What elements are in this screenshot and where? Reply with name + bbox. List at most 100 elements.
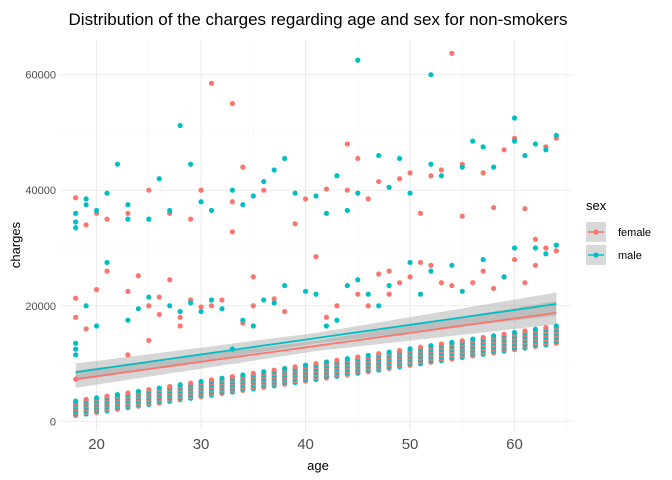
data-point-female	[167, 277, 173, 283]
data-point-male	[480, 256, 486, 263]
data-point-female	[261, 187, 267, 193]
data-point-female	[396, 280, 403, 286]
data-point-male	[198, 199, 204, 205]
data-point-female	[344, 141, 350, 147]
data-point-male	[449, 262, 455, 268]
data-point-female	[532, 236, 539, 242]
data-point	[355, 354, 361, 360]
data-point-male	[334, 317, 340, 323]
data-point-male	[386, 184, 392, 190]
data-point-female	[459, 213, 465, 219]
data-point-female	[376, 271, 382, 277]
data-point-female	[302, 196, 309, 202]
data-point-male	[177, 308, 183, 315]
data-point-male	[344, 207, 350, 214]
data-point	[188, 380, 194, 386]
data-point-male	[177, 122, 183, 129]
data-point-female	[125, 210, 131, 216]
legend-key-male	[586, 245, 606, 265]
data-point-female	[219, 297, 225, 303]
data-point-male	[240, 317, 246, 323]
data-point-female	[428, 173, 434, 179]
data-point	[292, 364, 298, 370]
data-point-male	[553, 242, 559, 248]
data-point-female	[125, 288, 131, 294]
data-point-male	[83, 303, 89, 309]
data-point-male	[334, 173, 340, 179]
data-point-female	[208, 303, 215, 309]
data-point	[261, 369, 267, 375]
data-point-male	[73, 340, 79, 346]
data-point	[250, 370, 256, 376]
data-point-female	[198, 304, 204, 310]
data-point-female	[73, 295, 79, 301]
data-point-male	[365, 291, 371, 297]
y-tick-label: 0	[50, 416, 56, 428]
data-point	[396, 347, 403, 354]
data-point	[177, 382, 183, 388]
data-point-female	[146, 337, 152, 344]
data-point-female	[229, 199, 236, 205]
data-point	[156, 385, 162, 391]
data-point	[553, 323, 559, 329]
data-point-male	[355, 190, 361, 196]
data-point-male	[73, 210, 79, 216]
data-point	[146, 387, 152, 393]
data-point-female	[229, 229, 236, 235]
data-point-male	[386, 282, 392, 289]
data-point-female	[83, 326, 89, 332]
x-axis-title: age	[307, 458, 329, 473]
data-point-male	[480, 144, 486, 150]
data-point	[302, 362, 309, 368]
data-point	[501, 331, 507, 337]
data-point-female	[198, 187, 204, 193]
data-point	[491, 333, 497, 339]
data-point-female	[491, 285, 497, 292]
data-point-male	[522, 152, 528, 159]
data-point-female	[125, 352, 131, 358]
data-point-male	[376, 152, 382, 159]
data-point	[313, 360, 319, 367]
data-point-female	[491, 204, 497, 211]
data-point-female	[438, 167, 444, 173]
data-point-female	[73, 314, 79, 320]
data-point-male	[282, 155, 288, 162]
data-point-female	[83, 222, 89, 228]
data-point	[282, 365, 288, 372]
data-point-female	[376, 178, 382, 185]
data-point-male	[323, 210, 330, 216]
data-point-male	[188, 300, 194, 306]
data-point-male	[417, 291, 424, 297]
data-point-male	[73, 219, 79, 225]
data-point-male	[188, 161, 194, 167]
data-point-male	[261, 297, 267, 303]
data-point-female	[271, 296, 277, 302]
data-point	[93, 395, 100, 401]
data-point	[543, 325, 549, 331]
data-point-male	[146, 294, 152, 300]
data-point	[532, 326, 539, 332]
confidence-band-female	[75, 301, 557, 388]
data-point-male	[208, 207, 215, 214]
data-point-male	[250, 193, 256, 199]
data-point-male	[501, 274, 507, 280]
data-point-male	[250, 323, 256, 329]
data-point	[167, 383, 173, 390]
data-point-female	[386, 268, 392, 274]
data-point	[73, 398, 79, 404]
x-tick-label: 60	[506, 436, 523, 453]
data-point-male	[396, 155, 403, 162]
x-tick-label: 50	[402, 436, 419, 453]
data-point	[449, 339, 455, 345]
data-point-female	[355, 291, 361, 297]
data-point-male	[93, 207, 100, 214]
data-point-male	[104, 190, 110, 196]
data-point-male	[313, 193, 319, 199]
data-point	[522, 328, 528, 334]
data-point-female	[344, 187, 350, 193]
data-point-female	[543, 245, 549, 251]
data-point-female	[365, 303, 371, 309]
data-point-male	[407, 190, 413, 196]
confidence-bands	[75, 292, 557, 388]
data-point	[229, 374, 236, 380]
